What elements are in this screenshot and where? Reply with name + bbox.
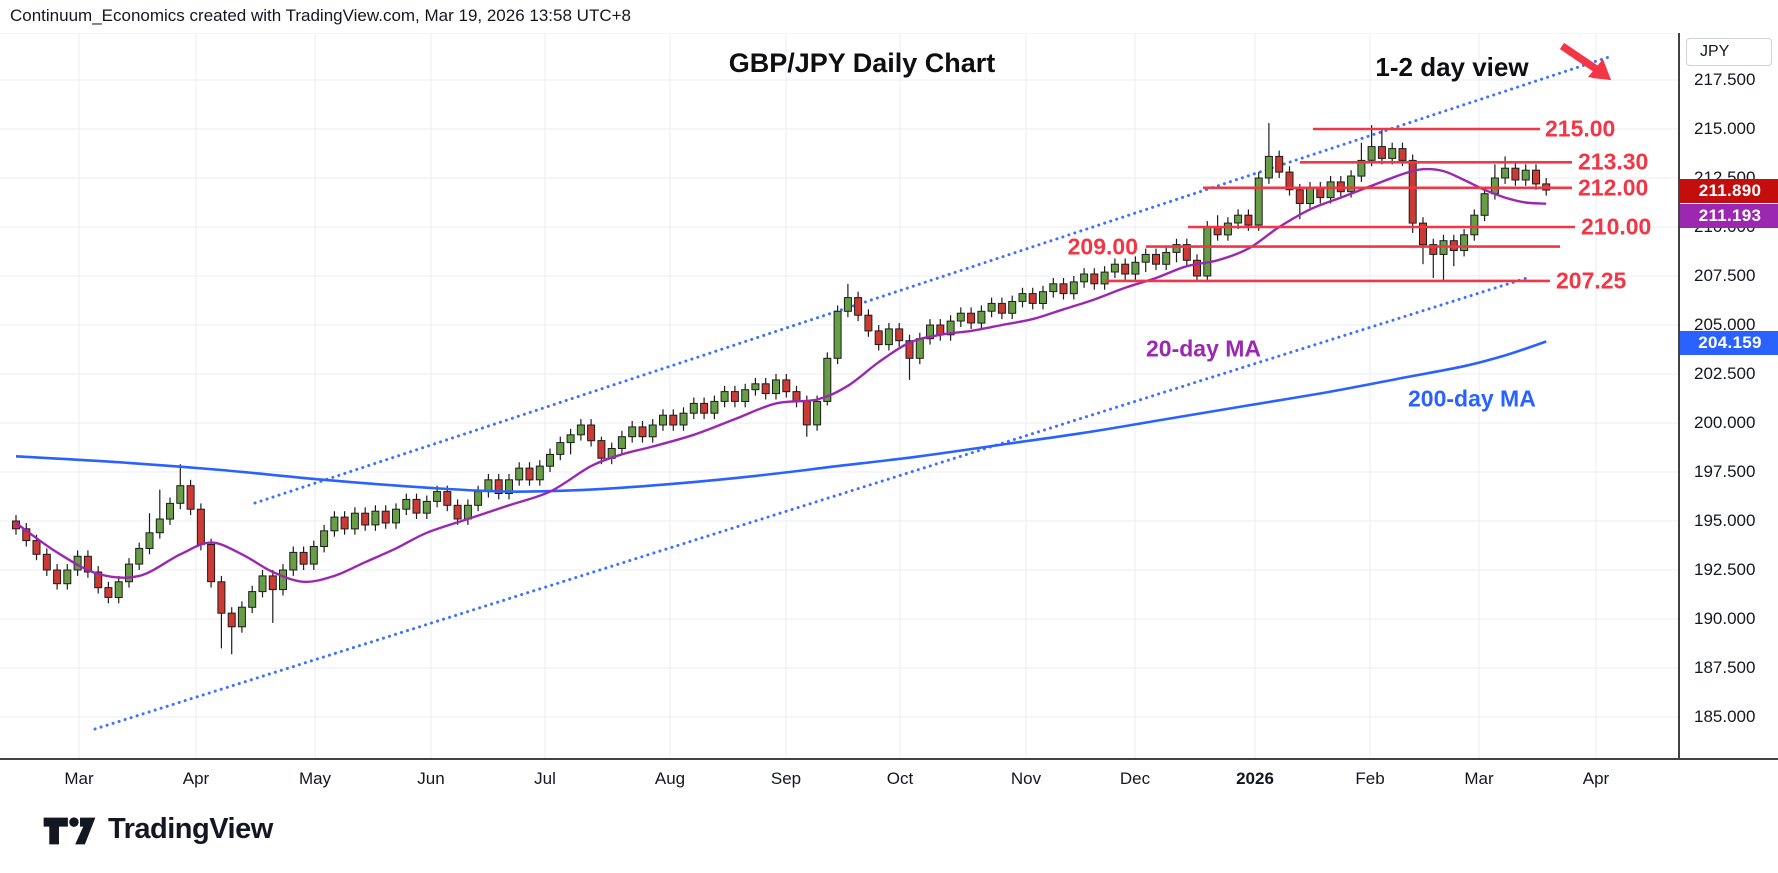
- time-label-Jun: Jun: [417, 769, 445, 788]
- ma200-label[interactable]: 200-day MA: [1408, 385, 1536, 412]
- ma20-label[interactable]: 20-day MA: [1146, 335, 1262, 362]
- price-tick-207.500: 207.500: [1692, 265, 1758, 287]
- time-label-Jul: Jul: [534, 769, 556, 788]
- price-badge-211.193: 211.193: [1680, 204, 1778, 228]
- level-label-212-00[interactable]: 212.00: [1578, 174, 1649, 201]
- price-tick-202.500: 202.500: [1692, 363, 1758, 385]
- time-axis[interactable]: Mar Apr May Jun Jul Aug Sep Oct Nov Dec 2026 Feb Mar…: [0, 758, 1778, 796]
- currency-label: JPY: [1700, 43, 1730, 60]
- price-tick-187.500: 187.500: [1692, 657, 1758, 679]
- price-tick-190.000: 190.000: [1692, 608, 1758, 630]
- price-tick-217.500: 217.500: [1692, 69, 1758, 91]
- tradingview-logo-text: TradingView: [108, 812, 273, 845]
- time-label-Mar: Mar: [1464, 769, 1494, 788]
- level-label-213-30[interactable]: 213.30: [1578, 148, 1649, 175]
- price-tick-195.000: 195.000: [1692, 510, 1758, 532]
- time-label-Apr: Apr: [1582, 769, 1610, 788]
- time-label-Apr: Apr: [182, 769, 210, 788]
- price-badge-211.890: 211.890: [1680, 179, 1778, 203]
- time-label-May: May: [298, 769, 332, 788]
- tradingview-logo[interactable]: TradingView: [42, 812, 273, 846]
- level-label-215-00[interactable]: 215.00: [1545, 115, 1616, 142]
- price-axis[interactable]: JPY 217.500215.000212.500210.000207.5002…: [1678, 33, 1778, 758]
- price-tick-215.000: 215.000: [1692, 118, 1758, 140]
- currency-box: JPY: [1686, 38, 1772, 66]
- price-badge-204.159: 204.159: [1680, 331, 1778, 355]
- attribution-text: Continuum_Economics created with Trading…: [10, 6, 631, 25]
- price-tick-205.000: 205.000: [1692, 314, 1758, 336]
- price-tick-200.000: 200.000: [1692, 412, 1758, 434]
- time-label-Mar: Mar: [64, 769, 94, 788]
- chart-title[interactable]: GBP/JPY Daily Chart: [728, 48, 996, 78]
- tradingview-logo-icon: [43, 817, 96, 845]
- time-label-Dec: Dec: [1119, 769, 1151, 788]
- level-label-209-00[interactable]: 209.00: [1067, 233, 1138, 260]
- price-tick-197.500: 197.500: [1692, 461, 1758, 483]
- view-note-annotation[interactable]: 1-2 day view: [1375, 52, 1529, 82]
- time-label-Aug: Aug: [654, 769, 686, 788]
- level-label-210-00[interactable]: 210.00: [1581, 213, 1652, 240]
- price-tick-192.500: 192.500: [1692, 559, 1758, 581]
- time-label-Oct: Oct: [886, 769, 914, 788]
- chart-canvas[interactable]: [0, 33, 1678, 758]
- time-label-Nov: Nov: [1010, 769, 1042, 788]
- time-label-Feb: Feb: [1355, 769, 1385, 788]
- price-tick-185.000: 185.000: [1692, 706, 1758, 728]
- level-label-207-25[interactable]: 207.25: [1556, 267, 1627, 294]
- time-label-Sep: Sep: [770, 769, 802, 788]
- time-label-2026: 2026: [1236, 769, 1274, 788]
